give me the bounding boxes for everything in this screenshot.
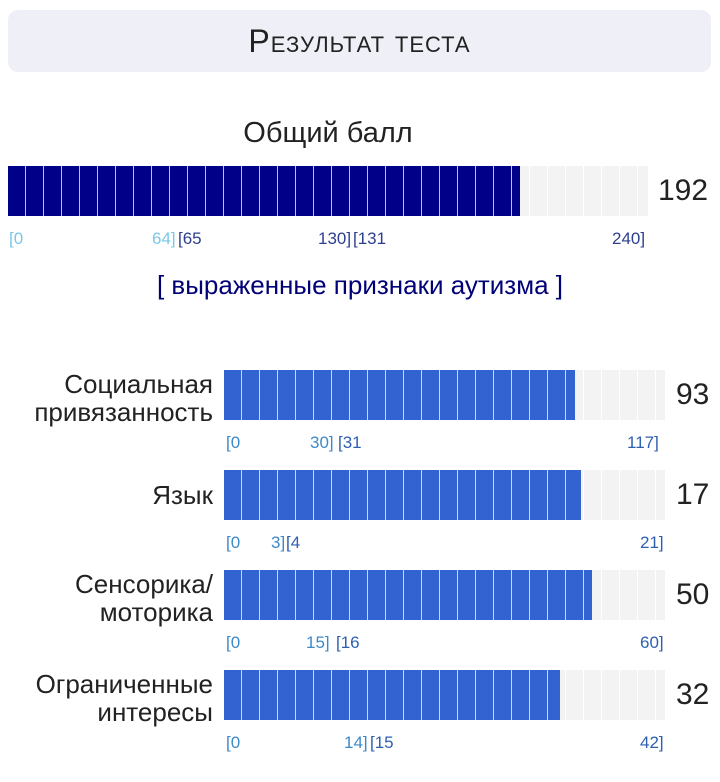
subscale-tick: [4 [286, 533, 301, 552]
total-score-bar [8, 166, 648, 216]
total-score-fill [8, 166, 520, 216]
total-tick-4: [131 [353, 229, 387, 248]
subscale-tick: [0 [226, 533, 241, 552]
verdict-text: [ выраженные признаки аутизма ] [156, 270, 564, 300]
subscale-bar-language [224, 470, 665, 520]
subscale-tick: [31 [338, 433, 362, 452]
subscale-score-language: 17 [676, 478, 710, 511]
subscale-tick: [16 [336, 633, 360, 652]
subscale-tick: 15] [306, 633, 330, 652]
subscale-score-interests: 32 [676, 678, 710, 711]
subscale-tick: [0 [226, 433, 241, 452]
subscale-tick: 60] [640, 633, 664, 652]
subscale-fill-interests [224, 670, 560, 720]
subscale-label-social: Социальная привязанность [34, 369, 213, 427]
subscale-tick: 14] [344, 733, 368, 752]
total-score-value: 192 [658, 174, 709, 207]
total-tick-1: 64] [152, 229, 176, 248]
subscale-tick: [0 [226, 733, 241, 752]
page-title: Результат теста [248, 22, 471, 59]
subscale-tick: 30] [310, 433, 334, 452]
result-header: Результат теста [8, 10, 711, 72]
total-tick-0: [0 [9, 229, 24, 248]
subscale-bar-sensory [224, 570, 665, 620]
subscale-bar-social [224, 370, 665, 420]
total-tick-5: 240] [612, 229, 646, 248]
subscale-score-sensory: 50 [676, 578, 710, 611]
total-tick-3: 130] [318, 229, 352, 248]
subscale-bar-interests [224, 670, 665, 720]
total-tick-2: [65 [178, 229, 202, 248]
subscale-tick: [15 [370, 733, 394, 752]
subscale-label-language: Язык [152, 480, 213, 510]
subscale-tick: 21] [640, 533, 664, 552]
subscale-tick: 3] [271, 533, 286, 552]
subscale-tick: 42] [640, 733, 664, 752]
subscale-score-social: 93 [676, 378, 710, 411]
subscale-fill-sensory [224, 570, 592, 620]
subscale-label-sensory: Сенсорика/ моторика [75, 569, 213, 627]
subscale-label-interests: Ограниченные интересы [35, 669, 213, 727]
subscale-tick: [0 [226, 633, 241, 652]
subscale-fill-social [224, 370, 575, 420]
total-score-label: Общий балл [243, 117, 413, 149]
subscale-tick: 117] [627, 433, 659, 452]
subscale-fill-language [224, 470, 581, 520]
